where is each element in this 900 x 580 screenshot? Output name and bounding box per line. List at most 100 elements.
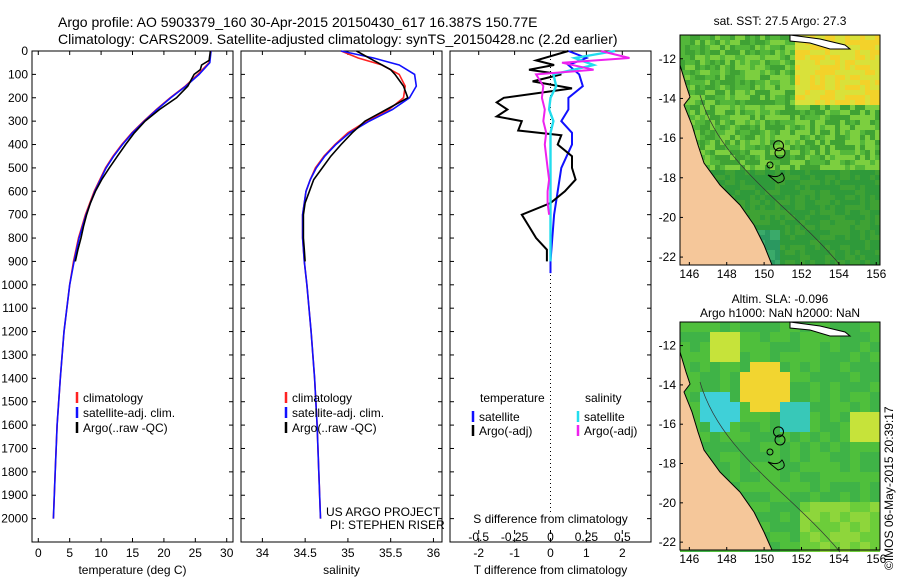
x-tick-label: 34.5 xyxy=(293,546,317,560)
land-mass xyxy=(679,64,773,266)
legend-title-temperature: temperature xyxy=(480,391,545,405)
map-y-tick-label: -18 xyxy=(659,171,677,185)
map-y-tick-label: -14 xyxy=(659,91,677,105)
depth-tick-label: 700 xyxy=(8,208,28,222)
x-tick-label: 36 xyxy=(427,546,441,560)
map-x-tick-label: 146 xyxy=(679,267,699,281)
depth-tick-label: 1300 xyxy=(1,348,28,362)
x-tick-label-T: 1 xyxy=(583,546,590,560)
x-tick-label: 15 xyxy=(126,546,140,560)
png-coast xyxy=(789,321,852,337)
map-y-tick-label: -22 xyxy=(659,535,677,549)
depth-contour xyxy=(699,94,841,266)
map-y-tick-label: -14 xyxy=(659,378,677,392)
map-x-tick-label: 150 xyxy=(754,267,774,281)
x-tick-label: 0 xyxy=(35,546,42,560)
plot-frame-salinity xyxy=(240,50,443,543)
map-x-tick-label: 154 xyxy=(829,552,849,566)
map-y-tick-label: -16 xyxy=(659,417,677,431)
x-tick-label-S: -0.25 xyxy=(501,530,529,544)
sla-map xyxy=(679,321,881,553)
depth-tick-label: 1500 xyxy=(1,395,28,409)
legend-label: Argo(-adj) xyxy=(584,424,637,438)
depth-tick-label: 900 xyxy=(8,254,28,268)
legend-label: climatology xyxy=(292,391,352,405)
legend-label: satellite xyxy=(479,410,520,424)
x-tick-label-T: 2 xyxy=(619,546,626,560)
x-tick-label: 20 xyxy=(157,546,171,560)
plot-frame-temperature xyxy=(31,50,234,543)
depth-tick-label: 500 xyxy=(8,161,28,175)
x-tick-label-T: -1 xyxy=(509,546,520,560)
x-tick-label-S: 0.25 xyxy=(575,530,599,544)
sla-map-title-line1: Altim. SLA: -0.096 xyxy=(731,292,829,306)
depth-tick-label: 1900 xyxy=(1,488,28,502)
map-frame xyxy=(679,34,881,266)
depth-tick-label: 100 xyxy=(8,67,28,81)
map-x-tick-label: 154 xyxy=(829,267,849,281)
plot-frame-difference xyxy=(449,50,652,543)
map-y-tick-label: -22 xyxy=(659,250,677,264)
legend-label: Argo(..raw -QC) xyxy=(83,421,168,435)
depth-tick-label: 2000 xyxy=(1,512,28,526)
depth-tick-label: 1600 xyxy=(1,418,28,432)
legend-label: climatology xyxy=(83,391,143,405)
map-x-tick-label: 156 xyxy=(866,552,886,566)
map-x-tick-label: 148 xyxy=(717,267,737,281)
argo-location-marker xyxy=(773,426,785,438)
depth-tick-label: 300 xyxy=(8,114,28,128)
reef-outline xyxy=(774,434,786,446)
reef-outline xyxy=(766,448,774,456)
depth-tick-label: 1000 xyxy=(1,278,28,292)
figure-title-line1: Argo profile: AO 5903379_160 30-Apr-2015… xyxy=(58,14,538,30)
map-y-tick-label: -12 xyxy=(659,339,677,353)
reef-outline xyxy=(767,459,785,471)
reef-outline xyxy=(767,172,785,184)
depth-tick-label: 400 xyxy=(8,138,28,152)
legend-label: satellite-adj. clim. xyxy=(292,406,384,420)
project-label-line2: PI: STEPHEN RISER xyxy=(330,518,445,532)
x-tick-label-T: -2 xyxy=(473,546,484,560)
x-axis-label-temperature: temperature (deg C) xyxy=(78,563,186,577)
map-y-tick-label: -16 xyxy=(659,131,677,145)
png-coast xyxy=(789,34,852,50)
x-tick-label: 35 xyxy=(341,546,355,560)
sst-map xyxy=(679,34,881,266)
legend-label: Argo(..raw -QC) xyxy=(292,421,377,435)
depth-tick-label: 0 xyxy=(21,44,28,58)
x-axis-label-temperature-diff: T difference from climatology xyxy=(474,563,628,577)
figure-title-line2: Climatology: CARS2009. Satellite-adjuste… xyxy=(58,31,618,47)
series-line-salinity-2 xyxy=(302,50,409,262)
depth-tick-label: 1400 xyxy=(1,371,28,385)
x-tick-label-S: 0.5 xyxy=(614,530,631,544)
sst-map-title: sat. SST: 27.5 Argo: 27.3 xyxy=(713,14,847,28)
x-tick-label: 34 xyxy=(256,546,270,560)
x-tick-label-T: 0 xyxy=(547,546,554,560)
series-line-temperature-2 xyxy=(74,50,212,262)
x-tick-label: 35.5 xyxy=(379,546,403,560)
x-axis-label-salinity-diff: S difference from climatology xyxy=(473,512,628,526)
map-frame xyxy=(679,321,881,551)
map-x-tick-label: 152 xyxy=(791,552,811,566)
legend-title-salinity: salinity xyxy=(585,391,622,405)
map-y-tick-label: -20 xyxy=(659,210,677,224)
x-tick-label: 30 xyxy=(220,546,234,560)
series-line-diff-2 xyxy=(547,49,616,262)
x-tick-label: 5 xyxy=(66,546,73,560)
depth-contour xyxy=(699,381,841,553)
depth-tick-label: 1100 xyxy=(2,301,28,315)
map-x-tick-label: 150 xyxy=(754,552,774,566)
reef-outline xyxy=(774,147,786,159)
x-tick-label: 25 xyxy=(189,546,203,560)
series-line-diff-1 xyxy=(494,50,577,262)
legend-label: Argo(-adj) xyxy=(479,424,532,438)
series-line-salinity-1 xyxy=(301,50,418,519)
map-x-tick-label: 152 xyxy=(791,267,811,281)
legend-label: satellite xyxy=(584,410,625,424)
depth-tick-label: 800 xyxy=(8,231,28,245)
series-line-diff-3 xyxy=(534,50,630,215)
reef-outline xyxy=(766,161,774,169)
x-tick-label: 10 xyxy=(94,546,108,560)
map-x-tick-label: 156 xyxy=(866,267,886,281)
x-tick-label-S: 0 xyxy=(547,530,554,544)
